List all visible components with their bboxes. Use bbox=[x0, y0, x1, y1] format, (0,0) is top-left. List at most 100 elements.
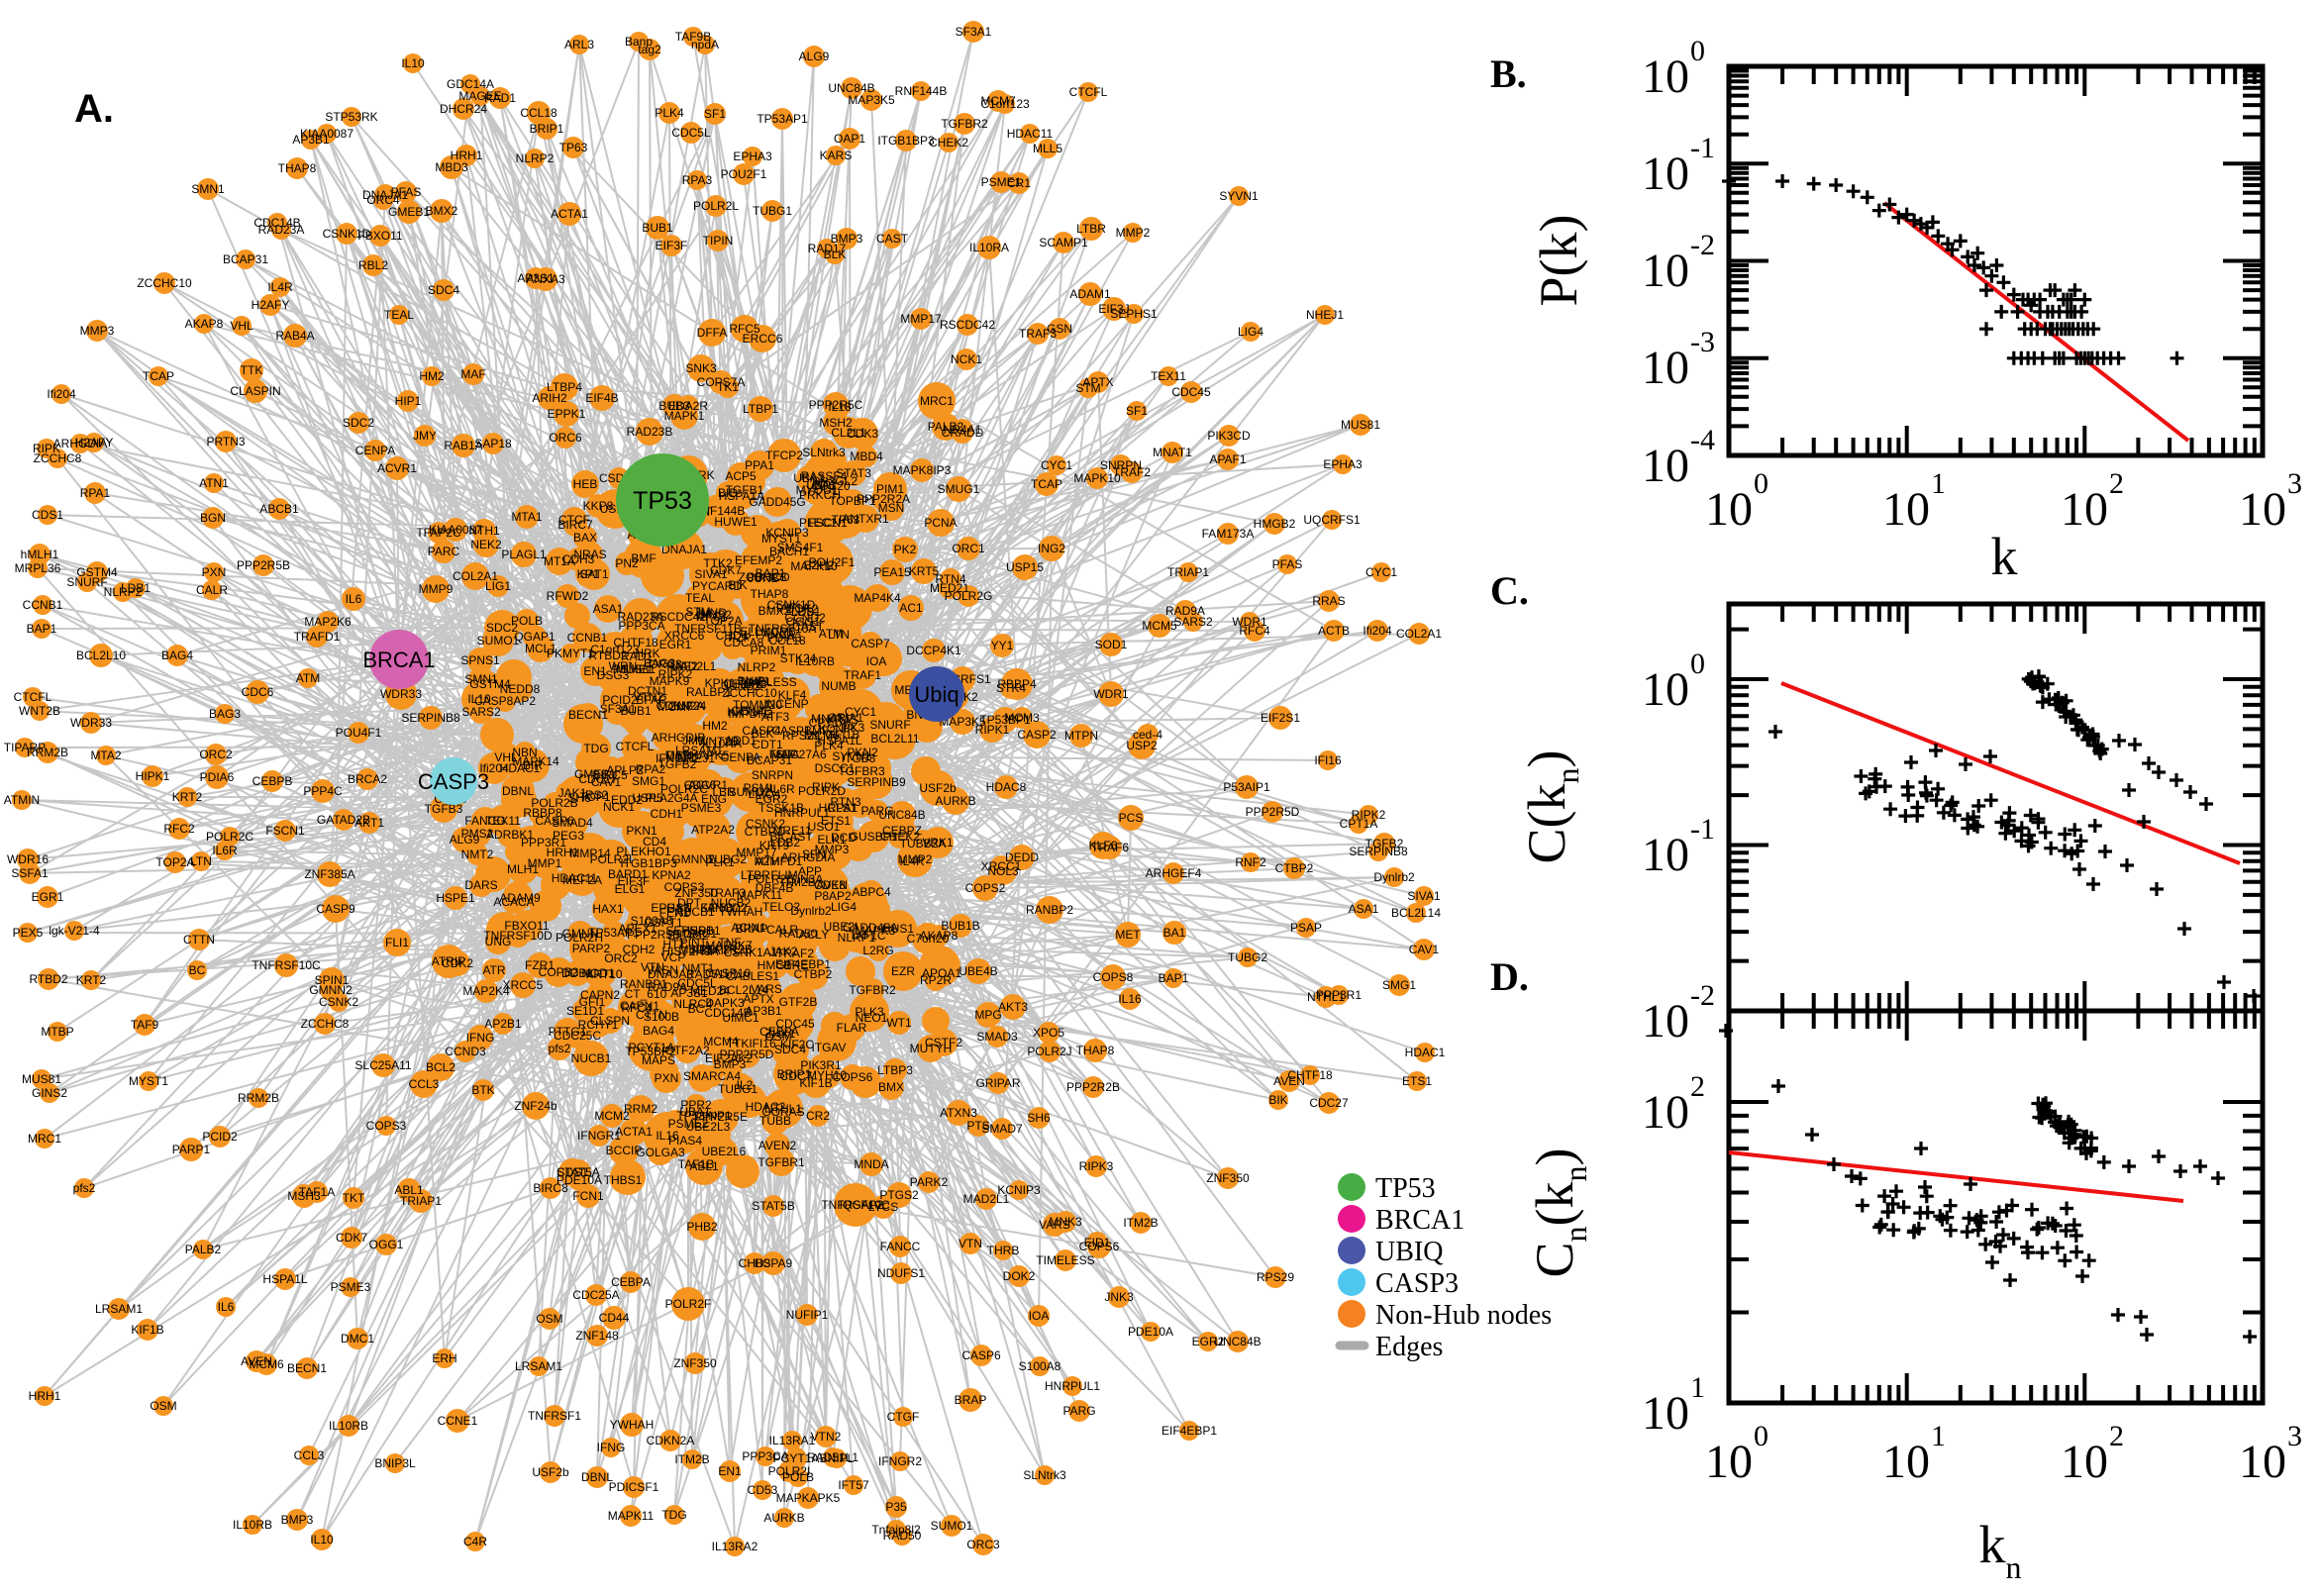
svg-text:GOLGA3: GOLGA3 bbox=[636, 1146, 685, 1159]
svg-text:RIPK1: RIPK1 bbox=[975, 723, 1010, 737]
svg-text:HDAC2: HDAC2 bbox=[746, 1100, 786, 1114]
svg-text:RFC4: RFC4 bbox=[1239, 624, 1270, 638]
svg-text:NCK1: NCK1 bbox=[603, 800, 635, 814]
svg-text:BMP3: BMP3 bbox=[831, 232, 863, 246]
svg-text:HRH1: HRH1 bbox=[451, 149, 483, 162]
svg-text:GATAD2B: GATAD2B bbox=[317, 813, 370, 827]
svg-text:WDR33: WDR33 bbox=[70, 716, 112, 730]
svg-text:EIF3F: EIF3F bbox=[656, 239, 688, 252]
svg-text:LRSAM1: LRSAM1 bbox=[515, 1359, 562, 1373]
svg-text:MYST1: MYST1 bbox=[761, 532, 801, 546]
svg-text:ORC3: ORC3 bbox=[966, 1538, 1000, 1551]
svg-text:BCL2L11: BCL2L11 bbox=[870, 732, 919, 746]
svg-text:CSNK1A1: CSNK1A1 bbox=[724, 946, 778, 959]
svg-text:TAF9: TAF9 bbox=[131, 1018, 159, 1032]
svg-text:MMP17: MMP17 bbox=[900, 312, 942, 326]
svg-text:Ifi204: Ifi204 bbox=[47, 387, 76, 401]
svg-text:BTK: BTK bbox=[471, 1083, 494, 1097]
svg-text:MNK3: MNK3 bbox=[1049, 1215, 1082, 1229]
svg-text:ARHGEF4: ARHGEF4 bbox=[1146, 866, 1202, 880]
svg-text:GINS2: GINS2 bbox=[32, 1086, 67, 1100]
svg-text:TRIAP1: TRIAP1 bbox=[1167, 565, 1209, 579]
svg-text:PK2: PK2 bbox=[894, 543, 917, 556]
svg-text:PPP3R1: PPP3R1 bbox=[1316, 988, 1362, 1002]
svg-text:ACVR1: ACVR1 bbox=[688, 778, 728, 792]
svg-text:IL6R: IL6R bbox=[212, 844, 238, 857]
svg-text:FLI1: FLI1 bbox=[385, 936, 409, 949]
svg-text:TTK: TTK bbox=[727, 1037, 750, 1050]
svg-text:JMY: JMY bbox=[682, 734, 706, 748]
svg-text:SLNtrk3: SLNtrk3 bbox=[802, 446, 846, 459]
svg-text:MAPK14: MAPK14 bbox=[512, 754, 559, 768]
svg-text:CDS1: CDS1 bbox=[32, 508, 63, 522]
svg-text:PARP1: PARP1 bbox=[172, 1143, 211, 1156]
svg-text:PIM1: PIM1 bbox=[876, 482, 904, 496]
svg-text:ZCCHC8: ZCCHC8 bbox=[34, 451, 82, 465]
svg-text:HMG1: HMG1 bbox=[758, 958, 792, 972]
svg-text:-1: -1 bbox=[1690, 132, 1715, 164]
svg-text:HIPK1: HIPK1 bbox=[136, 769, 170, 783]
svg-text:MAD2L1: MAD2L1 bbox=[670, 659, 717, 673]
svg-text:RANBP2: RANBP2 bbox=[1026, 903, 1073, 917]
svg-text:PPP2R5D: PPP2R5D bbox=[720, 1047, 774, 1061]
svg-text:CSNK1D: CSNK1D bbox=[323, 227, 371, 241]
svg-text:RAD51L1: RAD51L1 bbox=[686, 967, 738, 981]
svg-text:SDC2: SDC2 bbox=[486, 621, 518, 635]
svg-text:CAST: CAST bbox=[876, 232, 909, 246]
svg-text:NTHL1: NTHL1 bbox=[1307, 990, 1345, 1004]
svg-text:SERPINB8: SERPINB8 bbox=[1349, 845, 1408, 858]
svg-text:TP53AP1: TP53AP1 bbox=[757, 112, 808, 126]
svg-text:BC: BC bbox=[189, 963, 206, 977]
svg-text:EZH2: EZH2 bbox=[804, 558, 835, 572]
svg-text:EPPK1: EPPK1 bbox=[548, 407, 586, 421]
svg-text:RNF2: RNF2 bbox=[666, 659, 698, 673]
svg-text:THAP8: THAP8 bbox=[1076, 1044, 1115, 1057]
svg-text:CASP6: CASP6 bbox=[535, 814, 574, 828]
svg-text:CSNK2: CSNK2 bbox=[746, 817, 785, 831]
svg-text:CDKN2A: CDKN2A bbox=[656, 699, 705, 713]
svg-text:YWHAH: YWHAH bbox=[719, 905, 763, 919]
svg-text:POLB: POLB bbox=[511, 614, 543, 628]
svg-text:lgk-V21-4: lgk-V21-4 bbox=[49, 924, 100, 938]
svg-text:COL2A1: COL2A1 bbox=[453, 569, 498, 583]
svg-text:CHEK2: CHEK2 bbox=[880, 830, 920, 844]
svg-text:CTBP1: CTBP1 bbox=[745, 825, 783, 839]
svg-text:pfs2: pfs2 bbox=[549, 1042, 571, 1055]
svg-text:DEDD: DEDD bbox=[1005, 850, 1039, 864]
svg-text:CHD3: CHD3 bbox=[739, 1256, 771, 1270]
svg-text:ADAM9: ADAM9 bbox=[499, 891, 541, 905]
svg-text:DMC1: DMC1 bbox=[683, 927, 717, 941]
svg-text:BUB3: BUB3 bbox=[658, 399, 690, 413]
svg-text:CAV1: CAV1 bbox=[591, 775, 622, 789]
svg-text:PPP2R5C: PPP2R5C bbox=[809, 398, 863, 412]
svg-text:CHD4: CHD4 bbox=[716, 629, 749, 643]
svg-text:RSCDC42: RSCDC42 bbox=[940, 318, 995, 332]
svg-text:TEX11: TEX11 bbox=[485, 814, 521, 828]
svg-text:VHL: VHL bbox=[494, 750, 518, 764]
svg-text:SERPINB8: SERPINB8 bbox=[401, 711, 460, 725]
svg-text:USP2: USP2 bbox=[1126, 739, 1158, 752]
svg-text:EIF2AK2: EIF2AK2 bbox=[705, 1051, 753, 1065]
svg-text:ETS1: ETS1 bbox=[1402, 1074, 1432, 1088]
svg-text:CDK2: CDK2 bbox=[442, 956, 473, 970]
svg-text:IFNG: IFNG bbox=[466, 1031, 495, 1045]
svg-text:SIVA1: SIVA1 bbox=[1407, 889, 1440, 903]
svg-text:10: 10 bbox=[2239, 1436, 2286, 1488]
svg-text:PALB2: PALB2 bbox=[928, 420, 964, 434]
svg-text:THAP8: THAP8 bbox=[751, 587, 789, 601]
svg-text:CCNE1: CCNE1 bbox=[438, 1414, 478, 1428]
svg-text:PARG: PARG bbox=[1062, 1404, 1095, 1418]
svg-text:TNFRSF10C: TNFRSF10C bbox=[252, 958, 321, 972]
svg-text:10: 10 bbox=[1642, 663, 1689, 716]
svg-text:HSPA1A: HSPA1A bbox=[719, 489, 764, 503]
svg-text:MCM5: MCM5 bbox=[760, 625, 796, 639]
svg-text:ZHX1: ZHX1 bbox=[765, 1027, 796, 1041]
svg-text:HMGB2: HMGB2 bbox=[1254, 517, 1296, 531]
svg-text:THBS1: THBS1 bbox=[604, 1173, 643, 1187]
svg-text:LIG4: LIG4 bbox=[831, 900, 857, 914]
svg-text:RAD50: RAD50 bbox=[779, 927, 818, 941]
svg-text:NUCB1: NUCB1 bbox=[571, 1051, 612, 1065]
svg-text:NEDD8: NEDD8 bbox=[500, 682, 541, 696]
svg-text:PPA1: PPA1 bbox=[745, 458, 774, 472]
svg-text:TKT: TKT bbox=[343, 1191, 365, 1205]
